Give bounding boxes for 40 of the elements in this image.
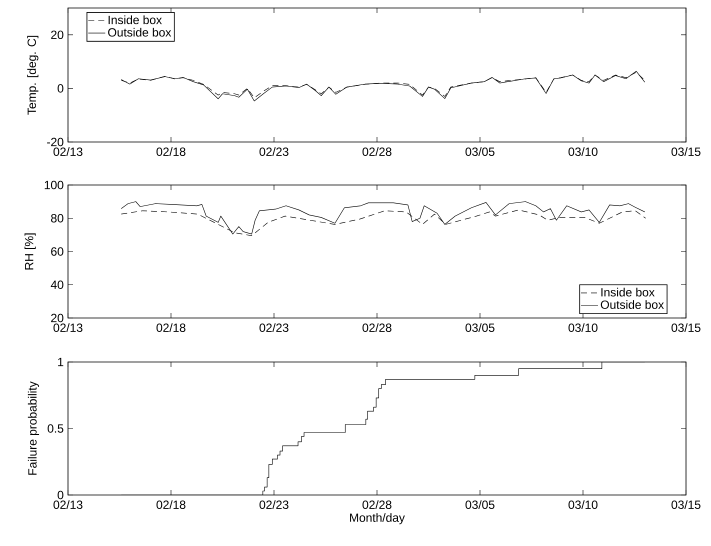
y-axis-title: RH [%] [24, 233, 36, 270]
x-tick-label: 03/05 [466, 323, 494, 332]
legend-label: Outside box [108, 28, 172, 37]
x-tick-label: 02/23 [260, 500, 288, 509]
y-tick-label: 20 [51, 30, 64, 40]
y-tick-label: 40 [50, 280, 64, 289]
y-axis-title: Failure probability [28, 381, 40, 475]
legend-label: Inside box [601, 288, 655, 296]
x-tick-label: 03/15 [672, 323, 700, 332]
x-axis-title: Month/day [350, 513, 405, 524]
x-tick-label: 02/23 [260, 147, 288, 156]
x-tick-label: 03/15 [672, 500, 700, 509]
legend-label: Inside box [108, 15, 162, 24]
y-tick-label: 0 [58, 84, 64, 93]
x-tick-label: 03/15 [672, 147, 700, 156]
legend-label: Outside box [600, 300, 664, 309]
x-tick-label: 02/13 [54, 147, 82, 156]
x-tick-label: 03/10 [568, 500, 598, 509]
x-tick-label: 03/05 [466, 147, 494, 156]
y-tick-label: 100 [44, 180, 64, 190]
y-tick-label: 1 [58, 358, 64, 366]
x-tick-label: 02/18 [156, 147, 186, 156]
x-tick-label: 02/13 [54, 500, 82, 509]
y-tick-label: 60 [51, 247, 64, 256]
x-tick-label: 02/18 [156, 323, 186, 332]
x-tick-label: 02/28 [362, 323, 392, 332]
x-tick-label: 02/23 [260, 323, 288, 332]
y-tick-label: 80 [51, 214, 64, 222]
x-tick-label: 02/18 [156, 500, 186, 509]
x-tick-label: 03/10 [568, 323, 598, 332]
y-tick-label: 0.5 [48, 424, 64, 433]
x-tick-label: 02/28 [362, 147, 392, 156]
x-tick-label: 02/13 [54, 323, 82, 332]
x-tick-label: 03/05 [466, 500, 494, 509]
x-tick-label: 02/28 [362, 500, 392, 509]
x-tick-label: 03/10 [568, 147, 598, 156]
y-tick-label: -20 [47, 138, 64, 146]
y-axis-title: Temp. [deg. C] [27, 36, 38, 115]
y-tick-label: 20 [51, 314, 64, 322]
y-tick-label: 0 [58, 490, 64, 500]
